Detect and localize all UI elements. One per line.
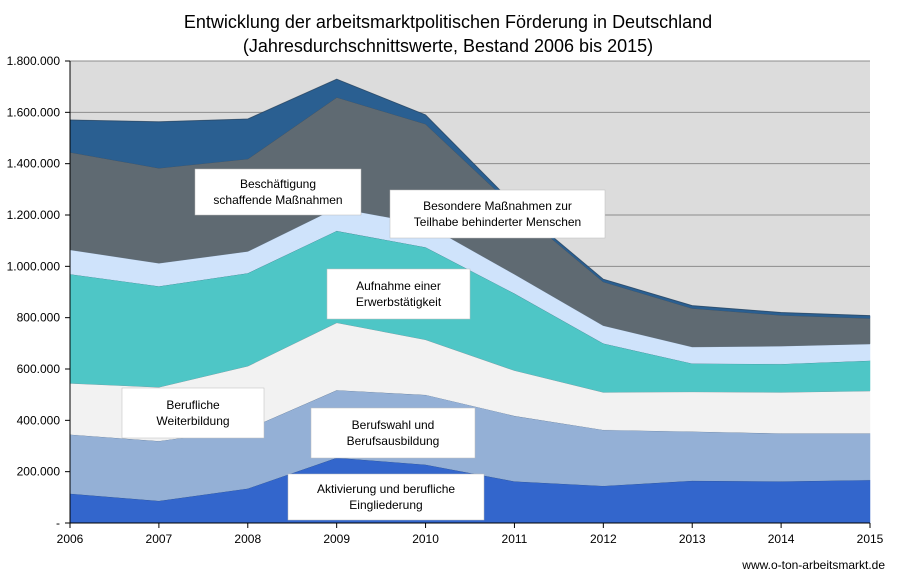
x-tick-label: 2009 (323, 532, 350, 546)
annotation-text: Berufswahl und (352, 418, 435, 432)
y-tick-label: 1.000.000 (7, 259, 61, 273)
y-tick-label: 1.600.000 (7, 105, 61, 119)
annotations: Aktivierung und berufliche Eingliederung B… (121, 168, 606, 521)
x-tick-label: 2011 (502, 532, 528, 546)
annotation-text: Eingliederung (349, 498, 422, 512)
annotation-text: Berufliche (166, 398, 220, 412)
y-tick-label: 200.000 (17, 465, 61, 479)
annotation-text: Besondere Maßnahmen zur (423, 199, 572, 213)
y-tick-label: - (56, 516, 60, 530)
y-tick-label: 1.400.000 (7, 157, 61, 171)
annotation-box (310, 407, 476, 459)
annotation-text: Erwerbstätigkeit (356, 295, 442, 309)
annotation-box (121, 387, 265, 439)
annotation-text: Beschäftigung (240, 177, 316, 191)
area-series-7-edge (69, 78, 871, 317)
annotation-box (389, 189, 606, 239)
x-tick-label: 2007 (146, 532, 173, 546)
annotation-box (194, 168, 362, 216)
annotation-text: Teilhabe behinderter Menschen (414, 215, 581, 229)
y-tick-label: 600.000 (17, 362, 61, 376)
y-tick-label: 800.000 (17, 311, 61, 325)
axes: - 200.000 400.000 600.000 800.000 1.000.000 1.… (7, 54, 884, 546)
annotation-text: Aufnahme einer (356, 279, 441, 293)
x-tick-label: 2008 (234, 532, 261, 546)
annotation-box (287, 473, 485, 521)
chart-subtitle: (Jahresdurchschnittswerte, Bestand 2006 … (243, 36, 653, 56)
y-tick-label: 1.800.000 (7, 54, 61, 68)
x-tick-label: 2010 (412, 532, 439, 546)
y-tick-label: 1.200.000 (7, 208, 61, 222)
annotation-text: Berufsausbildung (347, 434, 440, 448)
x-tick-label: 2015 (857, 532, 884, 546)
x-tick-label: 2014 (768, 532, 795, 546)
annotation-box (326, 268, 471, 320)
x-tick-label: 2006 (57, 532, 84, 546)
x-tick-label: 2013 (679, 532, 706, 546)
x-tick-label: 2012 (590, 532, 617, 546)
chart-title: Entwicklung der arbeitsmarktpolitischen … (184, 12, 712, 32)
annotation-text: Weiterbildung (156, 414, 229, 428)
source-url: www.o-ton-arbeitsmarkt.de (741, 558, 885, 572)
annotation-text: Aktivierung und berufliche (317, 482, 455, 496)
y-tick-label: 400.000 (17, 413, 61, 427)
annotation-text: schaffende Maßnahmen (213, 193, 342, 207)
